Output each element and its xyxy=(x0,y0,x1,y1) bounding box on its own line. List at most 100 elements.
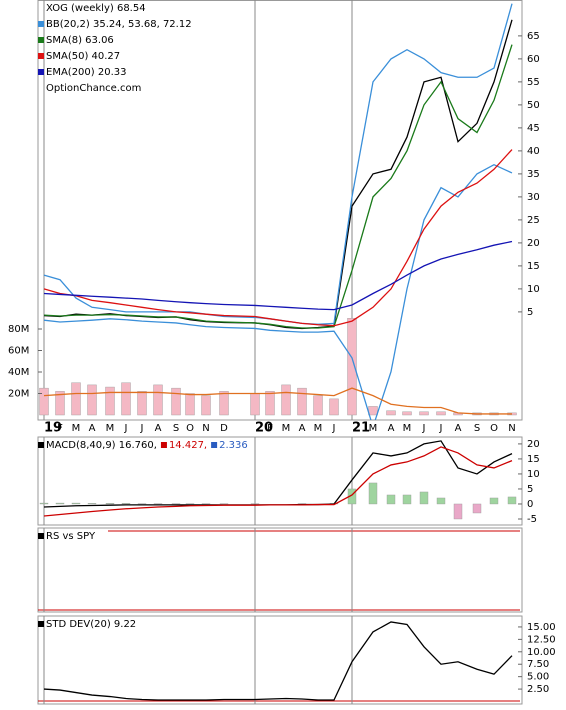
y-tick-label: 60 xyxy=(527,54,540,65)
y-tick-label: 45 xyxy=(527,123,540,134)
y-tick-label: 10 xyxy=(527,284,540,295)
plot xyxy=(40,441,516,519)
y-tick-label: 5 xyxy=(527,307,533,318)
legend-swatch xyxy=(211,442,217,448)
bar xyxy=(88,385,97,415)
legend-label: 14.427, xyxy=(169,440,207,451)
x-tick-label: J xyxy=(332,423,336,434)
x-tick-label: M xyxy=(72,423,81,434)
y2-tick-label: 20M xyxy=(8,388,29,399)
legend-label: 2.336 xyxy=(219,440,248,451)
y2-tick-label: 60M xyxy=(8,345,29,356)
legend-swatch xyxy=(38,533,44,539)
legend-swatch xyxy=(161,442,167,448)
y-tick-label: 15 xyxy=(527,261,540,272)
y-tick-label: 30 xyxy=(527,192,540,203)
x-tick-label: 21 xyxy=(352,421,370,436)
legend-swatch xyxy=(38,37,44,43)
bar xyxy=(420,412,429,415)
y-tick-label: 20 xyxy=(527,439,540,450)
bar xyxy=(138,391,147,415)
bar xyxy=(454,504,462,519)
y-tick-label: 25 xyxy=(527,215,540,226)
bar xyxy=(56,503,64,504)
x-tick-label: M xyxy=(282,423,291,434)
x-tick-label: A xyxy=(155,423,162,434)
bar xyxy=(40,388,49,415)
y-tick-label: 7.50 xyxy=(527,659,549,670)
bar xyxy=(437,498,445,504)
bar xyxy=(172,388,181,415)
x-tick-label: J xyxy=(124,423,128,434)
y-tick-label: 55 xyxy=(527,77,540,88)
x-tick-label: A xyxy=(455,423,462,434)
x-tick-label: S xyxy=(173,423,179,434)
x-tick-label: N xyxy=(202,423,209,434)
x-tick-label: A xyxy=(299,423,306,434)
x-tick-label: O xyxy=(186,423,194,434)
legend-swatch xyxy=(38,53,44,59)
y-tick-label: 15 xyxy=(527,454,540,465)
y-tick-label: 10.00 xyxy=(527,647,556,658)
bar xyxy=(106,503,114,504)
bar xyxy=(72,383,81,415)
bar xyxy=(387,411,396,415)
bar xyxy=(122,503,130,504)
legend-label: MACD(8,40,9) 16.760, xyxy=(46,440,157,451)
y-tick-label: 5 xyxy=(527,484,533,495)
legend-swatch xyxy=(38,69,44,75)
x-tick-label: D xyxy=(220,423,228,434)
bar xyxy=(508,497,516,504)
bar xyxy=(251,393,260,415)
bar xyxy=(40,503,48,504)
y-tick-label: 15.00 xyxy=(527,622,556,633)
y-tick-label: 35 xyxy=(527,169,540,180)
watermark: OptionChance.com xyxy=(46,83,141,94)
price-panel xyxy=(38,1,522,421)
bar xyxy=(186,393,195,415)
y-tick-label: 12.50 xyxy=(527,634,556,645)
y-tick-label: -5 xyxy=(527,514,537,525)
y2-tick-label: 40M xyxy=(8,367,29,378)
x-tick-label: J xyxy=(140,423,144,434)
legend-swatch xyxy=(38,621,44,627)
bar xyxy=(88,503,96,504)
x-tick-label: N xyxy=(508,423,515,434)
x-tick-label: A xyxy=(388,423,395,434)
bar xyxy=(420,492,428,504)
plot xyxy=(44,622,512,700)
x-tick-label: M xyxy=(369,423,378,434)
x-tick-label: M xyxy=(106,423,115,434)
bar xyxy=(72,503,80,504)
y-tick-label: 5.00 xyxy=(527,672,549,683)
bar xyxy=(202,396,211,415)
bar xyxy=(473,504,481,513)
bar xyxy=(220,391,229,415)
legend-label: XOG (weekly) 68.54 xyxy=(46,3,146,14)
bar xyxy=(369,483,377,504)
legend-swatch xyxy=(38,21,44,27)
bar xyxy=(369,406,378,415)
legend-label: BB(20,2) 35.24, 53.68, 72.12 xyxy=(46,19,192,30)
y2-tick-label: 80M xyxy=(8,324,29,335)
x-tick-label: M xyxy=(314,423,323,434)
bar xyxy=(490,498,498,504)
y-tick-label: 10 xyxy=(527,469,540,480)
legend-label: SMA(8) 63.06 xyxy=(46,35,114,46)
bar xyxy=(314,396,323,415)
bar xyxy=(282,385,291,415)
y-tick-label: 20 xyxy=(527,238,540,249)
y-tick-label: 50 xyxy=(527,100,540,111)
series-line xyxy=(44,242,512,310)
series-line xyxy=(44,150,512,326)
panel-title: RS vs SPY xyxy=(46,531,96,542)
x-tick-label: A xyxy=(89,423,96,434)
bar xyxy=(437,412,446,415)
x-tick-label: J xyxy=(439,423,443,434)
bar xyxy=(106,387,115,415)
x-tick-label: J xyxy=(422,423,426,434)
legend-label: SMA(50) 40.27 xyxy=(46,51,120,62)
x-tick-label: O xyxy=(490,423,498,434)
legend-swatch xyxy=(38,442,44,448)
